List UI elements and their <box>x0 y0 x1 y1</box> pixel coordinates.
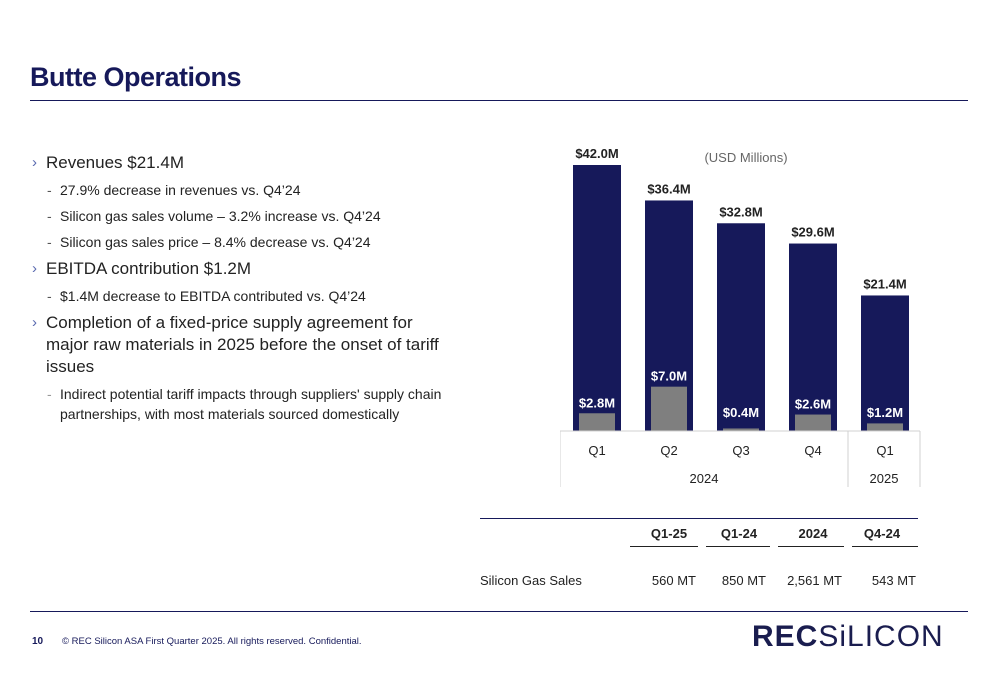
bullet-text: Revenues $21.4M <box>46 153 184 172</box>
x-tick-label: Q1 <box>588 443 605 458</box>
bullet-revenues: › Revenues $21.4M <box>32 152 452 174</box>
sub-bullet: - $1.4M decrease to EBITDA contributed vs… <box>32 286 452 306</box>
revenue-bar <box>789 243 837 431</box>
table-cell: 2,561 MT <box>787 573 842 588</box>
chevron-right-icon: › <box>32 260 37 277</box>
revenue-ebitda-chart: (USD Millions) $42.0M $2.8M Q1 $36.4M $7.0M Q2… <box>560 146 921 487</box>
dash-icon: - <box>47 182 52 198</box>
x-group-label: 2024 <box>690 471 719 486</box>
sub-bullet: - Silicon gas sales volume – 3.2% increas… <box>32 206 452 226</box>
table-header: Q1-24 <box>720 526 758 541</box>
table-header: Q1-25 <box>650 526 688 541</box>
revenue-bar <box>861 295 909 431</box>
revenue-bar <box>573 165 621 431</box>
title-divider <box>30 100 968 101</box>
page-title: Butte Operations <box>30 62 242 92</box>
revenue-label: $21.4M <box>863 276 906 291</box>
header-underline <box>852 546 918 547</box>
bullet-ebitda: › EBITDA contribution $1.2M <box>32 258 452 280</box>
table-header: 2024 <box>798 526 828 541</box>
ebitda-label: $0.4M <box>723 405 759 420</box>
logo-part: REC <box>752 620 819 653</box>
sub-bullet: - Indirect potential tariff impacts throu… <box>32 384 452 424</box>
unit-note: (USD Millions) <box>704 150 787 165</box>
ebitda-label: $1.2M <box>867 405 903 420</box>
dash-icon: - <box>47 386 52 402</box>
header-underline <box>706 546 770 547</box>
logo-part: SiLICON <box>818 620 944 653</box>
sub-bullet-text: Silicon gas sales price – 8.4% decrease … <box>60 234 371 250</box>
bullet-text: EBITDA contribution $1.2M <box>46 259 252 278</box>
sub-bullet: - Silicon gas sales price – 8.4% decrease… <box>32 232 452 252</box>
sub-bullet: -27.9% decrease in revenues vs. Q4’24 <box>32 180 452 200</box>
ebitda-bar <box>723 428 759 431</box>
bullet-text: Completion of a fixed-price supply agree… <box>46 313 439 376</box>
table-cell: 560 MT <box>651 573 696 588</box>
dash-icon: - <box>47 234 52 250</box>
sub-bullet-text: Indirect potential tariff impacts throug… <box>60 386 442 422</box>
sub-bullet-text: $1.4M decrease to EBITDA contributed vs.… <box>60 288 366 304</box>
revenue-label: $36.4M <box>647 181 690 196</box>
bullet-list: › Revenues $21.4M -27.9% decrease in reve… <box>32 146 452 424</box>
ebitda-label: $7.0M <box>651 369 687 384</box>
header-underline <box>630 546 698 547</box>
footer-copyright: © REC Silicon ASA First Quarter 2025. Al… <box>62 636 362 647</box>
revenue-bar <box>717 223 765 431</box>
page-number: 10 <box>32 636 44 647</box>
sub-bullet-text: 27.9% decrease in revenues vs. Q4’24 <box>60 182 301 198</box>
ebitda-bar <box>579 413 615 431</box>
chevron-right-icon: › <box>32 154 37 171</box>
table-cell: 850 MT <box>721 573 766 588</box>
x-tick-label: Q3 <box>732 443 749 458</box>
company-logo: RECSiLICON <box>752 620 944 654</box>
header-underline <box>778 546 844 547</box>
dash-icon: - <box>47 208 52 224</box>
table-header: Q4-24 <box>863 526 901 541</box>
chevron-right-icon: › <box>32 314 37 331</box>
revenue-label: $42.0M <box>575 146 618 161</box>
ebitda-label: $2.8M <box>579 395 615 410</box>
bullet-supply-agreement: › Completion of a fixed-price supply agre… <box>32 312 452 378</box>
ebitda-bar <box>867 423 903 431</box>
x-tick-label: Q4 <box>804 443 821 458</box>
revenue-label: $32.8M <box>719 204 762 219</box>
ebitda-bar <box>795 414 831 431</box>
dash-icon: - <box>47 288 52 304</box>
table-row-label: Silicon Gas Sales <box>480 573 582 588</box>
x-tick-label: Q1 <box>876 443 893 458</box>
sub-bullet-text: Silicon gas sales volume – 3.2% increase… <box>60 208 381 224</box>
x-tick-label: Q2 <box>660 443 677 458</box>
footer-divider <box>30 611 968 612</box>
table-cell: 543 MT <box>871 573 916 588</box>
ebitda-label: $2.6M <box>795 397 831 412</box>
table-top-rule <box>480 518 918 519</box>
revenue-label: $29.6M <box>791 225 834 240</box>
ebitda-bar <box>651 386 687 431</box>
x-group-label: 2025 <box>870 471 899 486</box>
